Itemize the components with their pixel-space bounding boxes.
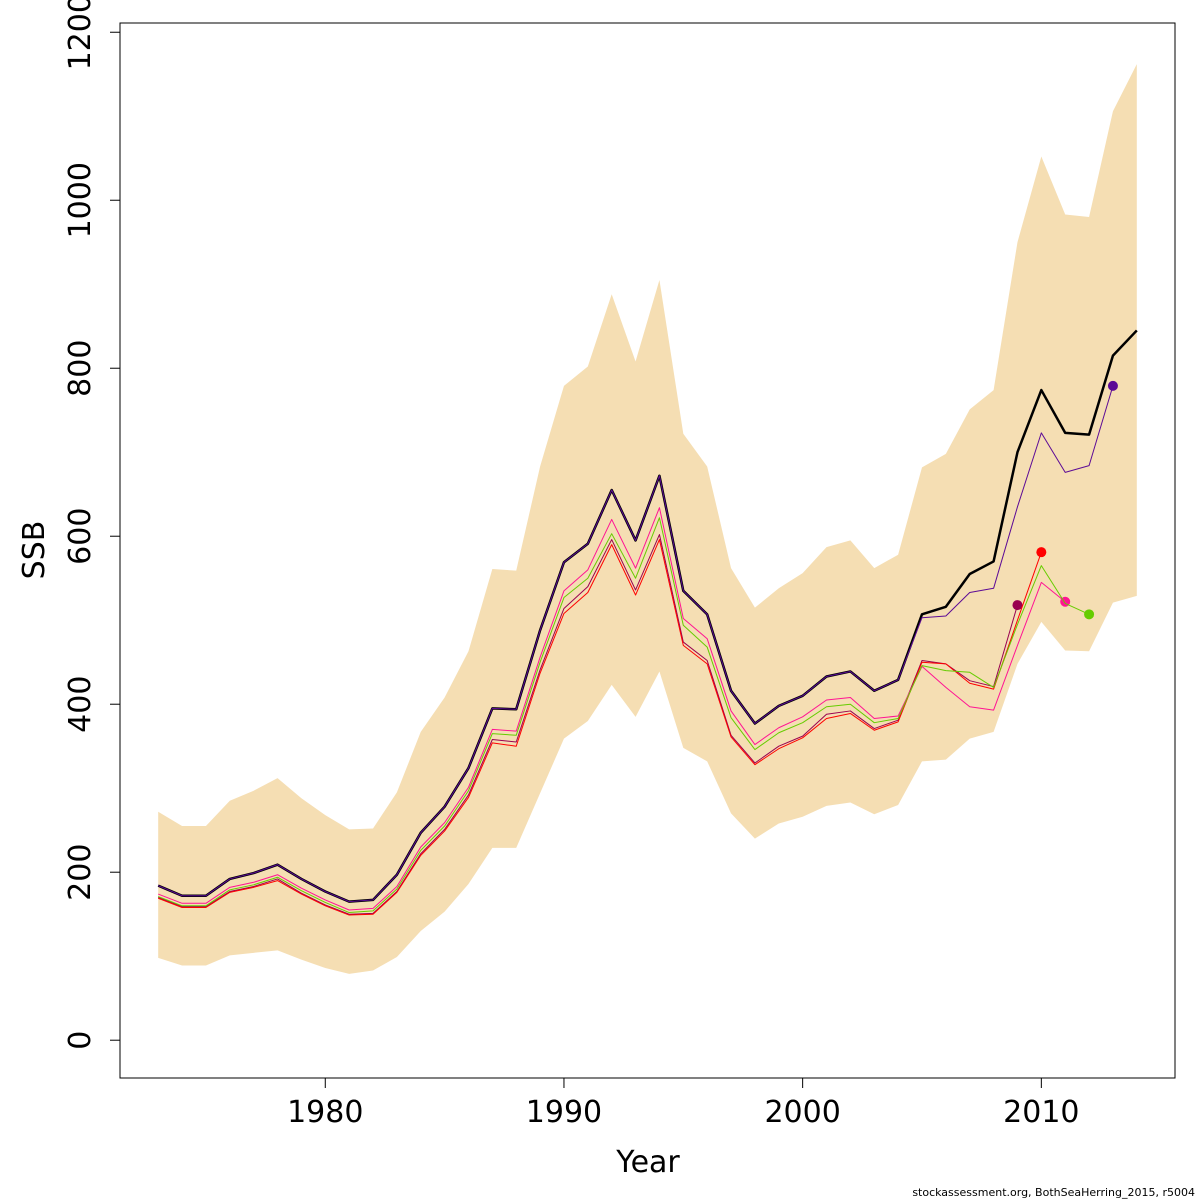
y-tick-label: 1000 <box>63 162 98 238</box>
series-line <box>158 539 1042 916</box>
x-tick-label: 2000 <box>764 1095 840 1130</box>
x-tick-label: 2010 <box>1003 1095 1079 1130</box>
y-tick-label: 800 <box>63 340 98 397</box>
x-tick-label: 1980 <box>287 1095 363 1130</box>
y-axis-label: SSB <box>17 521 52 580</box>
endpoint-dot <box>1107 380 1118 391</box>
series-line <box>158 517 1090 914</box>
plot-frame <box>119 22 1176 1079</box>
x-tick-label: 1990 <box>526 1095 602 1130</box>
y-tick-label: 400 <box>63 676 98 733</box>
x-axis-label: Year <box>615 1145 680 1180</box>
footnote: stockassessment.org, BothSeaHerring_2015… <box>912 1186 1195 1199</box>
endpoint-dot <box>1036 547 1047 558</box>
y-tick-label: 1200 <box>63 0 98 70</box>
y-tick-label: 600 <box>63 508 98 565</box>
series-line <box>157 385 1114 903</box>
series-line <box>158 534 1018 915</box>
y-tick-label: 0 <box>63 1031 98 1050</box>
y-tick-label: 200 <box>63 844 98 901</box>
endpoint-dot <box>1012 600 1023 611</box>
confidence-band <box>158 64 1137 974</box>
endpoint-dot <box>1084 609 1095 620</box>
